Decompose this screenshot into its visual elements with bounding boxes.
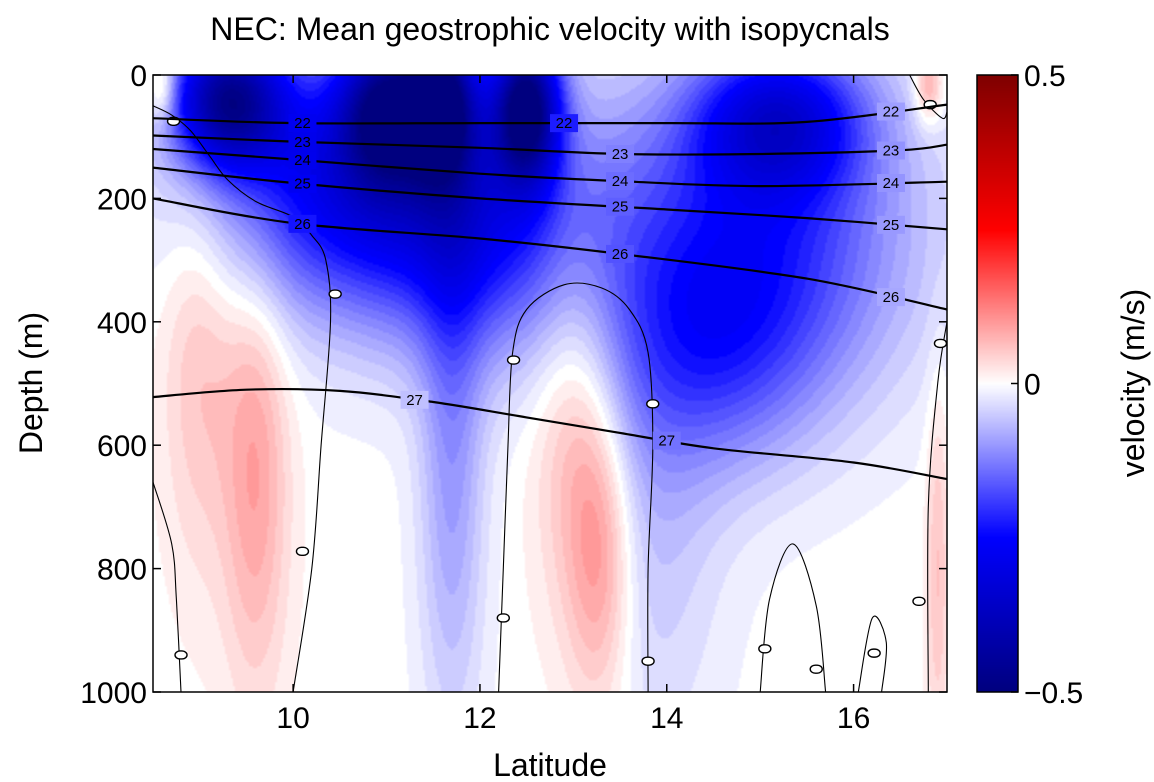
colorbar-tick-layer: 0.5 0 −0.5 xyxy=(1011,60,1083,710)
isopycnal-label: 22 xyxy=(883,104,900,121)
isopycnal-label-bg xyxy=(606,172,635,191)
isopycnal-label: 24 xyxy=(883,175,900,192)
colorbar: 0.5 0 −0.5 velocity (m/s) xyxy=(976,60,1151,710)
isopycnal-label: 27 xyxy=(658,433,675,450)
isopycnal-label: 25 xyxy=(883,217,900,234)
colorbar-tick-label: 0 xyxy=(1024,369,1041,402)
isopycnal-label: 25 xyxy=(612,199,629,216)
zero-contour-line xyxy=(498,282,654,693)
isopycnal-label-bg xyxy=(288,214,317,233)
isopycnal-label-bg xyxy=(606,197,635,216)
isopycnal-line-27 xyxy=(152,387,948,481)
zero-contour-label-mark xyxy=(295,546,310,557)
y-tick-label: 200 xyxy=(97,183,147,216)
zero-contour-layer xyxy=(152,74,948,693)
isopycnal-label-bg xyxy=(288,174,317,193)
isopycnal-label-bg xyxy=(288,151,317,170)
isopycnal-label-bg xyxy=(400,390,429,409)
isopycnal-label-bg xyxy=(606,144,635,163)
isopycnal-label-bg xyxy=(606,244,635,263)
velocity-heatmap xyxy=(153,75,947,692)
isopycnal-label-bg xyxy=(876,174,905,193)
tick-layer: 10 12 14 16 0 200 400 600 800 1000 xyxy=(80,60,947,735)
isopycnal-label-bg xyxy=(288,132,317,151)
isopycnal-label: 22 xyxy=(556,115,573,132)
isopycnal-label: 27 xyxy=(406,392,423,409)
zero-contour-line xyxy=(857,615,888,693)
y-tick-label: 1000 xyxy=(80,677,147,710)
isopycnal-label: 22 xyxy=(294,115,311,132)
zero-contour-label-mark xyxy=(646,399,660,409)
isopycnal-label: 25 xyxy=(294,176,311,193)
colorbar-label: velocity (m/s) xyxy=(1115,289,1151,477)
isopycnal-line-26 xyxy=(152,197,948,311)
x-tick-label: 12 xyxy=(463,702,496,735)
isopycnal-label-bg xyxy=(876,215,905,234)
chart-title: NEC: Mean geostrophic velocity with isop… xyxy=(210,11,889,47)
x-tick-label: 16 xyxy=(837,702,870,735)
y-tick-label: 0 xyxy=(130,60,147,93)
zero-contour-line xyxy=(927,321,948,693)
isopycnal-label-bg xyxy=(652,431,681,450)
isopycnal-label: 26 xyxy=(294,216,311,233)
zero-contour-label-mark xyxy=(867,648,881,658)
colorbar-tick-label: 0.5 xyxy=(1024,60,1066,93)
isopycnal-label: 26 xyxy=(612,246,629,263)
isopycnal-label: 23 xyxy=(612,146,629,163)
isopycnal-label-bg xyxy=(876,141,905,160)
y-tick-label: 800 xyxy=(97,554,147,587)
x-tick-label: 10 xyxy=(276,702,309,735)
x-axis-label: Latitude xyxy=(493,747,607,782)
plot-frame xyxy=(152,74,948,693)
zero-contour-label-mark xyxy=(506,355,521,365)
zero-contour-label-mark xyxy=(809,664,823,674)
y-tick-label: 600 xyxy=(97,430,147,463)
zero-contour-label-mark xyxy=(641,656,655,666)
colorbar-tick-label: −0.5 xyxy=(1024,677,1083,710)
isopycnal-label-bg xyxy=(876,288,905,307)
zero-contour-label-mark xyxy=(758,644,772,654)
isopycnal-label: 23 xyxy=(883,143,900,160)
isopycnal-label: 23 xyxy=(294,134,311,151)
isopycnal-label-bg xyxy=(550,114,579,133)
zero-contour-label-mark xyxy=(912,596,926,607)
zero-contour-label-mark xyxy=(174,650,188,660)
isopycnal-label-bg xyxy=(876,102,905,121)
zero-contour-label-mark xyxy=(496,613,510,623)
zero-contour-label-mark xyxy=(328,289,342,299)
isopycnal-line-25 xyxy=(152,166,948,231)
x-tick-label: 14 xyxy=(650,702,683,735)
y-tick-label: 400 xyxy=(97,307,147,340)
zero-contour-label-mark xyxy=(933,338,948,349)
isopycnal-label: 26 xyxy=(883,289,900,306)
zero-contour-line xyxy=(759,543,827,693)
isopycnal-label-bg xyxy=(288,114,317,133)
isopycnal-label: 24 xyxy=(294,152,311,169)
isopycnal-label: 24 xyxy=(612,173,629,190)
y-axis-label: Depth (m) xyxy=(13,312,49,454)
isopycnal-line-24 xyxy=(152,147,948,188)
zero-contour-line xyxy=(909,74,948,120)
